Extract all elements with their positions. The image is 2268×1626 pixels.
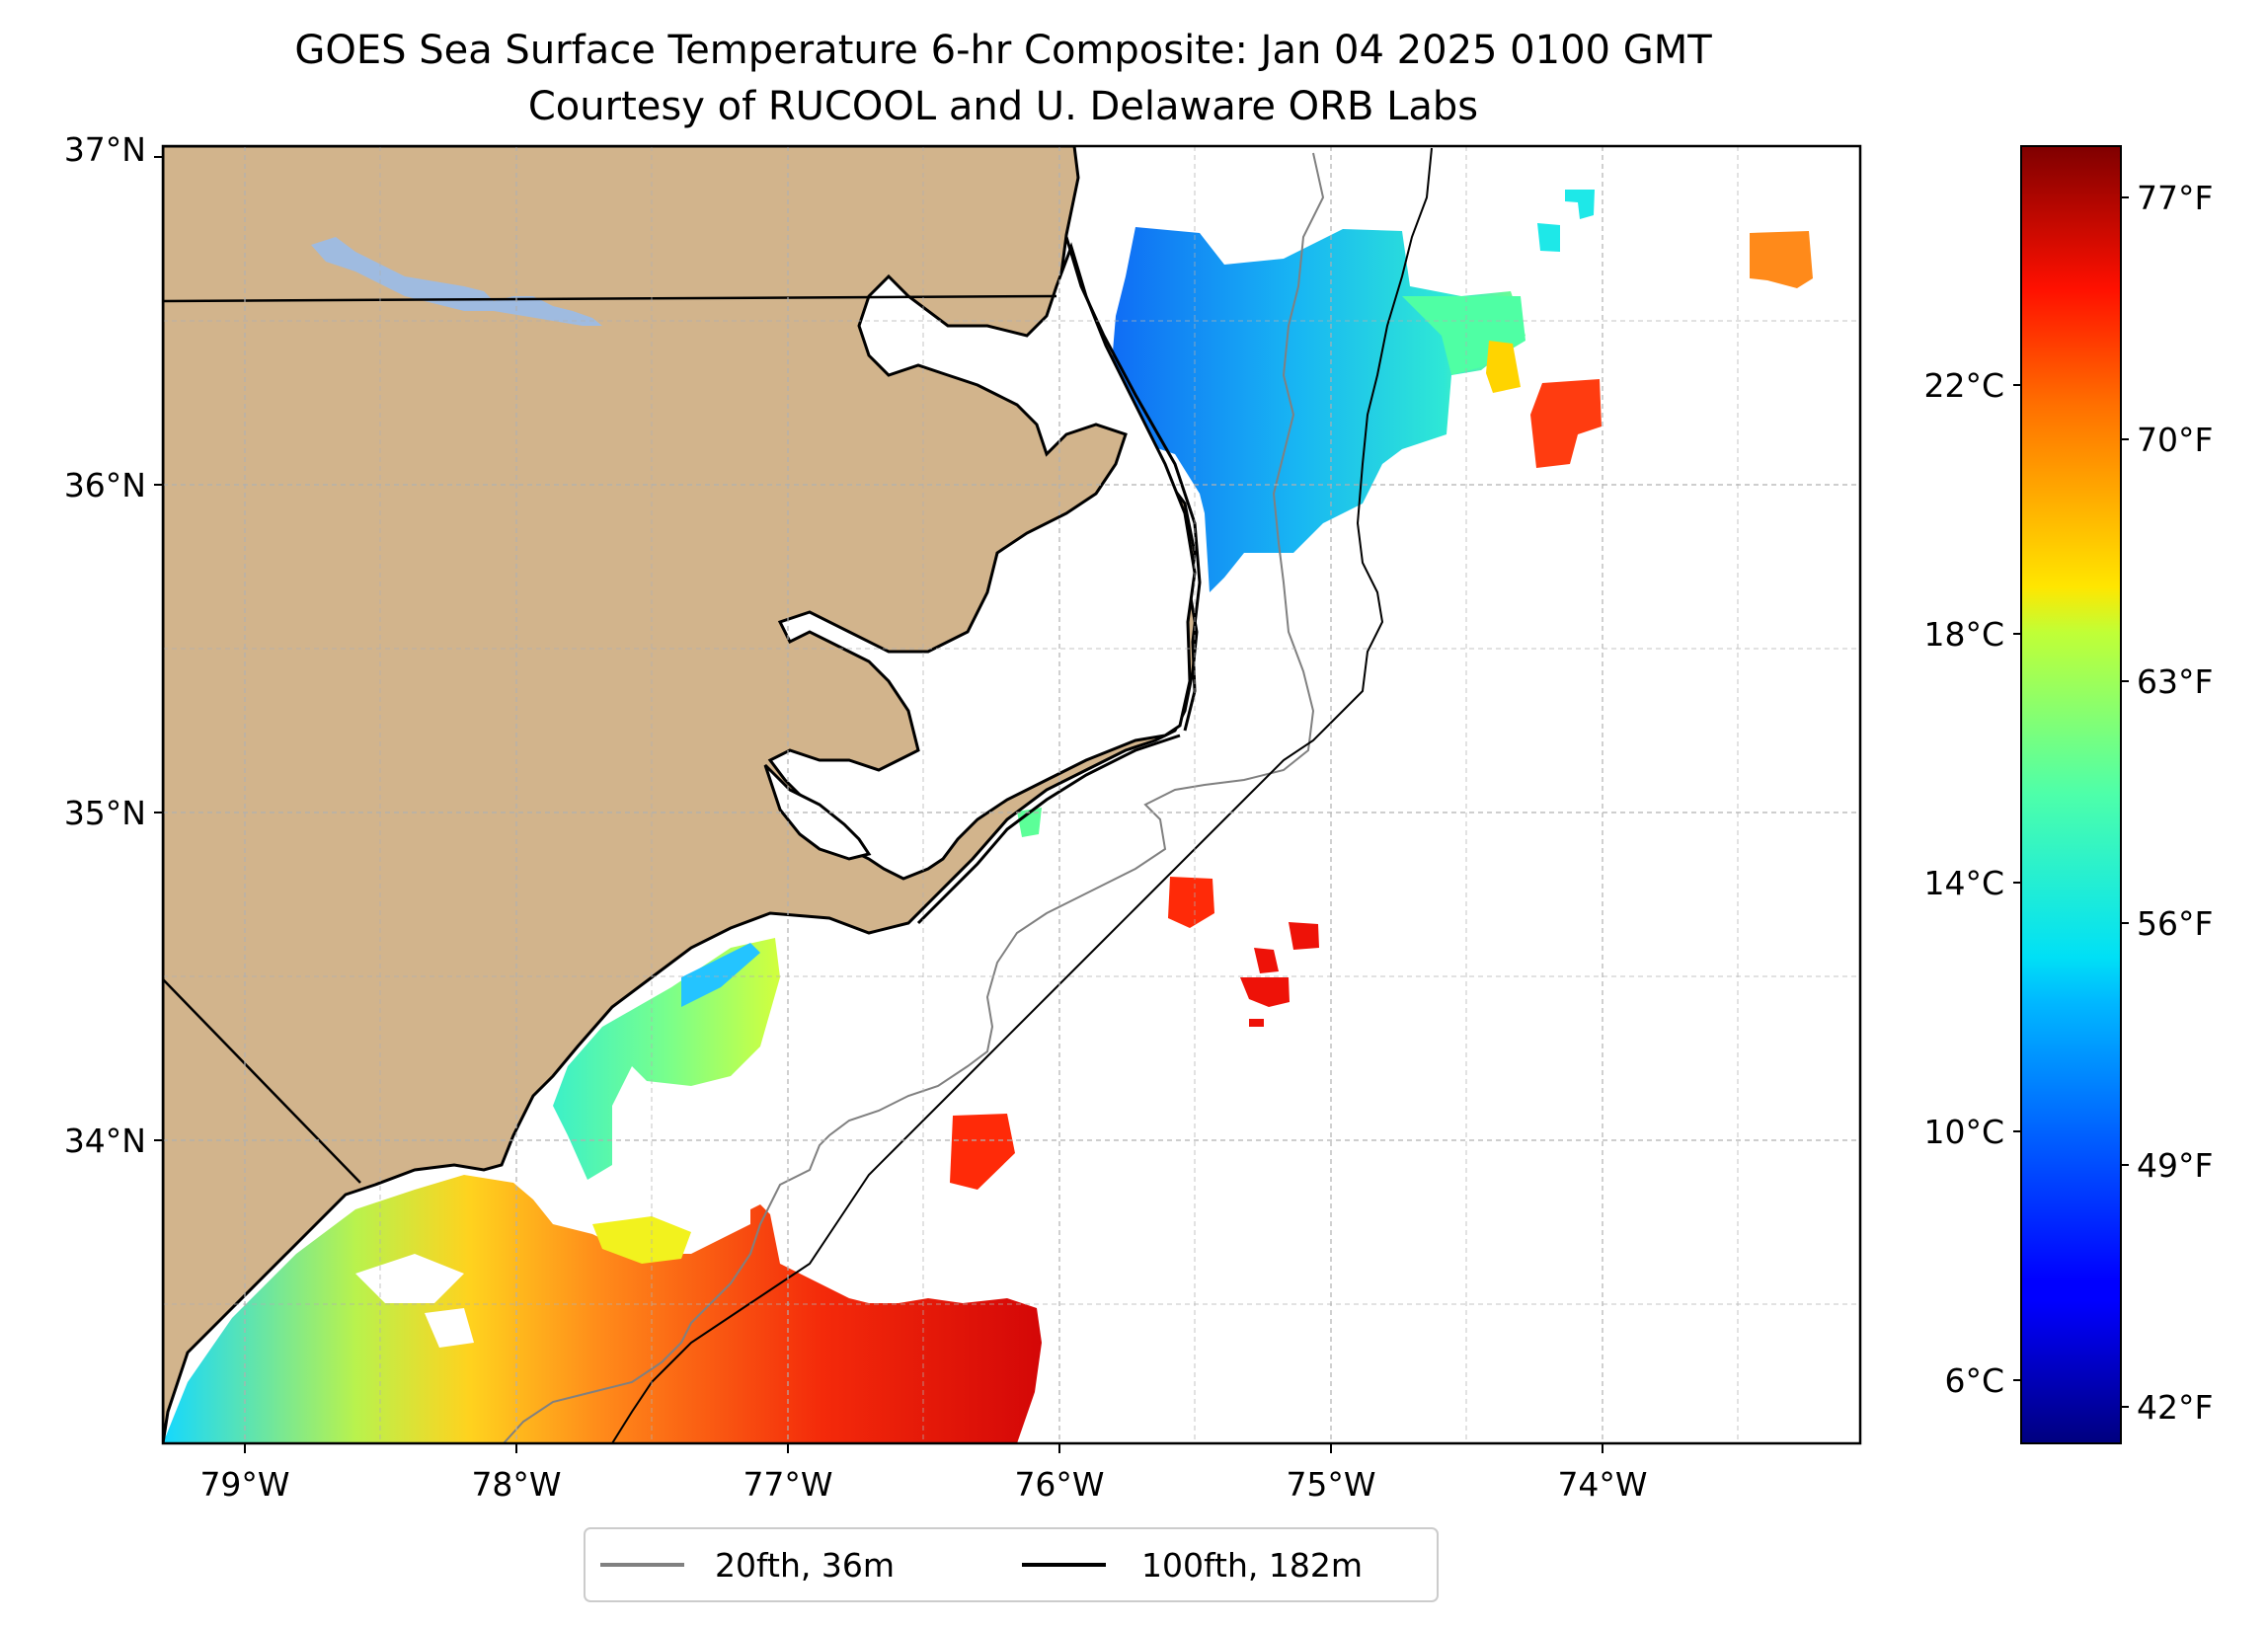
lon-tick-75: 75°W xyxy=(1286,1465,1375,1504)
outer-banks-barrier xyxy=(916,236,1202,925)
colorbar-gradient xyxy=(2020,145,2122,1444)
sst-patch-nearshore-cyan xyxy=(681,943,760,1007)
isobath-20fth xyxy=(503,152,1325,1443)
sst-patch-red-mid xyxy=(1168,877,1214,928)
sst-patch-red-south-mid xyxy=(950,1114,1015,1190)
map-gridlines xyxy=(163,146,1860,1443)
sst-patch-yellow-band xyxy=(592,1216,691,1264)
sst-patch-red-east-1 xyxy=(1530,379,1602,468)
sst-patch-yellow-northeast xyxy=(1486,341,1521,393)
colorbar-f-63: 63°F xyxy=(2137,662,2213,701)
sst-patch-orange-far-east xyxy=(1750,231,1813,288)
sst-data-layer xyxy=(163,190,1813,1443)
lake-kerr-gaston xyxy=(311,237,602,326)
legend-box xyxy=(584,1527,1439,1602)
sst-patch-northern-outer-banks xyxy=(1111,227,1525,592)
state-border-va-nc xyxy=(163,294,1057,303)
lon-tick-79: 79°W xyxy=(199,1465,289,1504)
sst-patch-cape-fear-south xyxy=(163,1175,1042,1443)
lat-tick-36: 36°N xyxy=(64,466,146,504)
lat-tick-37: 37°N xyxy=(64,130,146,169)
map-subtitle: Courtesy of RUCOOL and U. Delaware ORB L… xyxy=(528,84,1478,129)
isobath-100fth xyxy=(611,147,1433,1443)
colorbar-f-77: 77°F xyxy=(2137,179,2213,217)
sst-gap-white-1 xyxy=(355,1254,464,1303)
colorbar: 22°C 18°C 14°C 10°C 6°C 77°F 70°F 63°F 5… xyxy=(1923,145,2213,1444)
latitude-axis xyxy=(154,156,163,1141)
sst-patch-cyan-specks xyxy=(1537,190,1595,252)
colorbar-f-56: 56°F xyxy=(2137,904,2213,943)
sst-patch-red-specks xyxy=(1240,922,1319,1027)
lon-tick-74: 74°W xyxy=(1557,1465,1647,1504)
colorbar-c-6: 6°C xyxy=(1944,1361,2004,1400)
legend-label-20fth: 20fth, 36m xyxy=(715,1546,895,1585)
sst-patch-onslow-bay xyxy=(553,938,780,1180)
lon-tick-78: 78°W xyxy=(471,1465,561,1504)
colorbar-c-22: 22°C xyxy=(1923,366,2004,405)
colorbar-c-10: 10°C xyxy=(1923,1113,2004,1151)
albemarle-pamlico-sound xyxy=(767,242,1197,881)
colorbar-f-49: 49°F xyxy=(2137,1146,2213,1185)
map-frame xyxy=(161,144,1862,1445)
lon-tick-76: 76°W xyxy=(1014,1465,1104,1504)
map-title: GOES Sea Surface Temperature 6-hr Compos… xyxy=(294,28,1712,73)
colorbar-f-70: 70°F xyxy=(2137,421,2213,459)
colorbar-c-14: 14°C xyxy=(1923,864,2004,902)
colorbar-f-42: 42°F xyxy=(2137,1388,2213,1427)
longitude-axis xyxy=(244,1443,1603,1453)
state-border-nc-sc xyxy=(163,978,361,1184)
colorbar-c-18: 18°C xyxy=(1923,615,2004,654)
map-area xyxy=(163,146,1860,1443)
neuse-estuary xyxy=(763,763,872,861)
sst-gap-white-2 xyxy=(425,1308,474,1348)
lat-tick-35: 35°N xyxy=(64,794,146,832)
legend-label-100fth: 100fth, 182m xyxy=(1141,1546,1363,1585)
legend: 20fth, 36m 100fth, 182m xyxy=(584,1527,1439,1602)
lon-tick-77: 77°W xyxy=(743,1465,832,1504)
sst-patch-green-small xyxy=(1017,808,1042,837)
lat-tick-34: 34°N xyxy=(64,1122,146,1160)
